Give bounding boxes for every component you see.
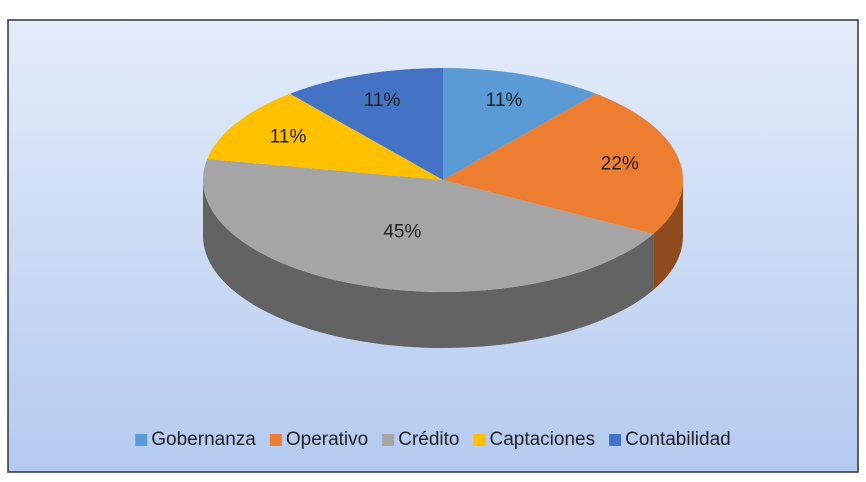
legend-swatch <box>473 434 486 446</box>
slice <box>443 93 683 234</box>
data-label: 11% <box>364 90 401 111</box>
data-label: 22% <box>601 153 639 174</box>
legend-swatch <box>135 434 148 446</box>
legend-swatch <box>609 434 622 446</box>
legend-label: Contabilidad <box>625 429 731 450</box>
legend-swatch <box>382 434 395 446</box>
data-label: 45% <box>383 222 421 243</box>
slice <box>207 93 443 180</box>
data-label: 11% <box>486 90 523 111</box>
legend-label: Gobernanza <box>151 429 256 450</box>
legend-swatch <box>269 434 282 446</box>
slice <box>290 68 443 180</box>
slice-side <box>203 180 654 349</box>
legend-label: Captaciones <box>489 429 595 450</box>
legend-label: Crédito <box>398 429 459 450</box>
slice-side <box>653 180 683 290</box>
data-label: 11% <box>270 126 307 147</box>
legend-label: Operativo <box>286 429 368 450</box>
slice <box>443 68 596 180</box>
slice <box>203 159 654 292</box>
